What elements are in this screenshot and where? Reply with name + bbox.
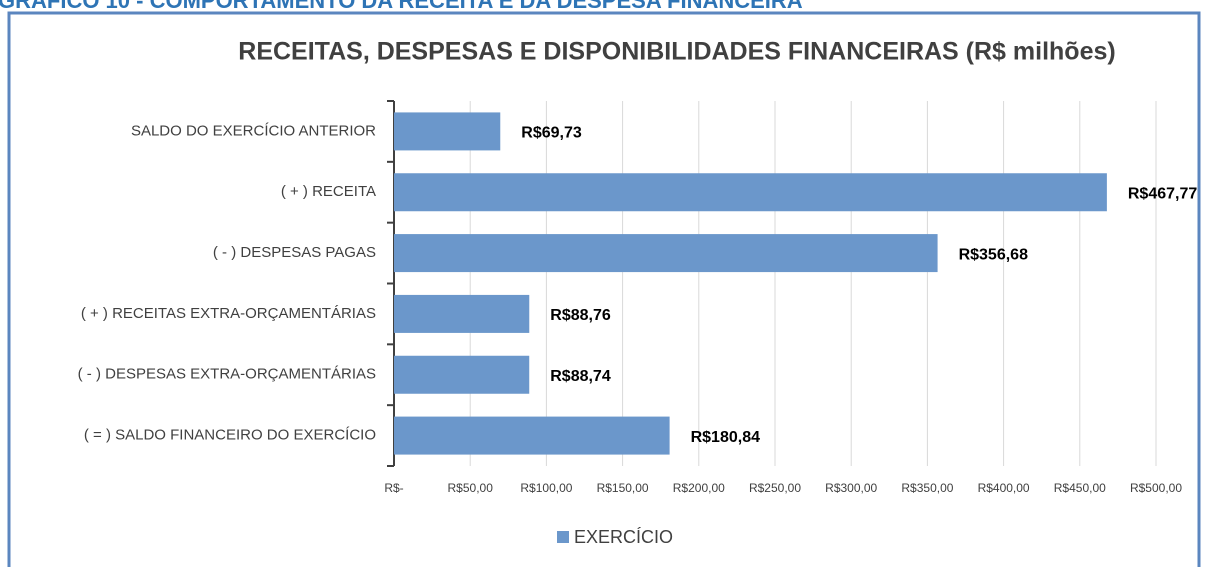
- x-tick-label: R$200,00: [673, 481, 725, 495]
- bar: [394, 416, 670, 455]
- x-tick-label: R$400,00: [978, 481, 1030, 495]
- y-tick-label: ( = ) SALDO FINANCEIRO DO EXERCÍCIO: [84, 427, 376, 444]
- x-tick-label: R$500,00: [1130, 481, 1182, 495]
- bar: [394, 355, 530, 394]
- chart-title: RECEITAS, DESPESAS E DISPONIBILIDADES FI…: [238, 38, 1115, 66]
- y-tick-label: SALDO DO EXERCÍCIO ANTERIOR: [131, 122, 376, 139]
- bar: [394, 173, 1107, 212]
- x-tick-label: R$-: [384, 481, 403, 495]
- value-label: R$88,76: [550, 307, 611, 324]
- y-tick-label: ( + ) RECEITAS EXTRA-ORÇAMENTÁRIAS: [81, 305, 376, 322]
- x-tick-label: R$450,00: [1054, 481, 1106, 495]
- bar: [394, 234, 938, 273]
- value-label: R$467,77: [1128, 185, 1197, 202]
- y-tick-label: ( - ) DESPESAS PAGAS: [213, 244, 376, 261]
- x-tick-label: R$350,00: [901, 481, 953, 495]
- value-label: R$356,68: [959, 246, 1028, 263]
- x-tick-label: R$300,00: [825, 481, 877, 495]
- chart-frame: [7, 11, 1201, 567]
- bar: [394, 294, 530, 333]
- value-label: R$69,73: [521, 125, 582, 142]
- legend-label: EXERCÍCIO: [574, 527, 673, 547]
- page-heading: GRÁFICO 10 - COMPORTAMENTO DA RECEITA E …: [0, 0, 803, 13]
- bar: [394, 112, 501, 151]
- x-tick-label: R$100,00: [520, 481, 572, 495]
- value-label: R$88,74: [550, 368, 611, 385]
- y-tick-label: ( - ) DESPESAS EXTRA-ORÇAMENTÁRIAS: [78, 366, 376, 383]
- x-tick-label: R$50,00: [448, 481, 494, 495]
- legend-swatch: [557, 531, 569, 543]
- value-label: R$180,84: [691, 429, 760, 446]
- x-tick-label: R$250,00: [749, 481, 801, 495]
- y-tick-label: ( + ) RECEITA: [281, 183, 376, 200]
- x-tick-label: R$150,00: [597, 481, 649, 495]
